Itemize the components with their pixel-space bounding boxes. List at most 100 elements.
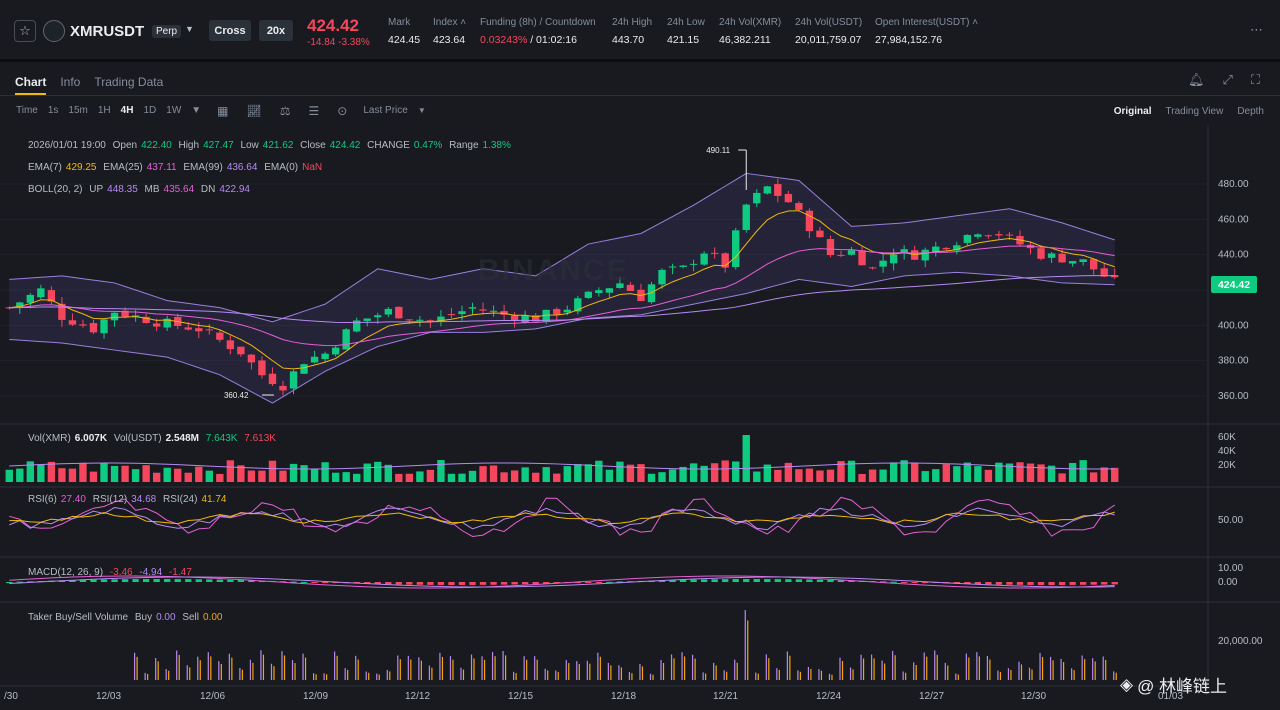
calendar-icon[interactable]: ▦ [217,103,229,118]
macd-histogram-bar [722,579,729,582]
volume-bar [363,463,371,482]
vol-usdt-value: 2.548M [165,433,199,444]
volume-bar [953,466,961,482]
volume-bar [868,469,877,482]
interval-dropdown-icon[interactable]: ▼ [191,105,202,116]
interval-1s[interactable]: 1s [47,105,59,116]
high-annotation-label: 490.11 [706,146,730,155]
candle-body [5,307,13,309]
volume-bar [26,461,35,482]
candle-body [47,290,56,302]
time-axis-label: 12/24 [816,691,841,702]
macd-line: MACD(12, 26, 9) -3.46 -4.94 -1.47 [28,567,196,578]
tab-info[interactable]: Info [60,75,81,89]
volume-bar [1089,472,1098,482]
macd-histogram-bar [595,582,603,583]
ema7-value: 429.25 [65,162,97,173]
volume-bar [1047,465,1056,482]
volume-line: Vol(XMR) 6.007K Vol(USDT) 2.548M 7.643K 7.… [28,433,280,444]
crosshair-icon[interactable]: ⊙ [337,103,348,118]
time-axis-label: 12/03 [96,691,121,702]
funding-countdown: / 01:02:16 [527,34,577,46]
taker-label: Taker Buy/Sell Volume [28,612,129,623]
view-original[interactable]: Original [1113,105,1152,117]
candle-body [237,346,245,355]
candle-body [205,329,213,331]
candle-body [258,360,266,376]
fullscreen-icon[interactable]: ⛶ [1250,72,1260,87]
volume-bar [426,469,435,482]
taker-buy-label: Buy [134,612,153,623]
macd-histogram-bar [532,582,539,584]
candle-body [1089,259,1098,270]
expand-icon[interactable]: ⤢ [1222,72,1233,87]
candle-body [247,354,256,363]
macd-histogram-bar [27,581,34,583]
indicator-icon[interactable]: 📈︎ [246,103,262,118]
macd-histogram-bar [1027,582,1034,585]
macd-histogram-bar [164,579,171,582]
chevron-down-icon[interactable]: ▼ [417,106,426,115]
symbol-name[interactable]: XMRUSDT [70,23,145,40]
price-source-select[interactable]: Last Price [363,105,408,116]
macd-axis-label: 10.00 [1218,563,1243,574]
volume-bar [5,469,13,482]
volume-bar [763,464,771,482]
volume-bar [384,464,392,482]
macd-histogram-bar [901,582,908,583]
volume-bar [142,465,150,482]
macd-histogram-bar [743,579,750,582]
candle-body [184,327,192,330]
settings-sliders-icon[interactable]: ☰ [308,103,320,118]
volume-axis-label: 60K [1218,432,1236,443]
bollinger-lower-line [9,271,1115,404]
view-trading-view[interactable]: Trading View [1165,105,1224,117]
candle-body [710,252,719,254]
interval-4h[interactable]: 4H [120,105,134,116]
boll-dn-value: 422.94 [219,184,250,195]
candle-body [826,239,835,256]
volume-bar [858,473,866,482]
tab-trading-data[interactable]: Trading Data [94,75,164,89]
candle-body [584,291,593,298]
candle-body [300,364,308,374]
volume-bar [89,471,98,482]
leverage-button[interactable]: 20x [259,20,293,41]
interval-1h[interactable]: 1H [97,105,111,116]
volume-bar [995,462,1003,482]
interval-1d[interactable]: 1D [143,105,157,116]
interval-time[interactable]: Time [16,105,38,116]
candle-body [374,315,382,318]
macd-histogram-bar [6,582,13,583]
more-options-icon[interactable]: ⋯ [1250,22,1264,37]
volume-bar [79,462,87,482]
macd-histogram-bar [1016,582,1024,585]
ohlc-close: 424.42 [329,140,361,151]
candle-body [142,316,150,324]
stat-value: 421.15 [667,34,700,46]
current-price-tag: 424.42 [1211,276,1257,293]
volume-bar [1058,473,1066,482]
margin-mode-button[interactable]: Cross [209,20,251,41]
candle-body [795,203,803,210]
interval-15m[interactable]: 15m [68,105,88,116]
tab-chart[interactable]: Chart [15,75,47,95]
stat-label[interactable]: Open Interest(USDT) ˄ [875,17,979,28]
macd-axis-label: 0.00 [1218,577,1238,588]
chevron-down-icon[interactable]: ▼ [185,24,194,34]
boll-label: BOLL(20, 2) [28,184,83,195]
macd-histogram-bar [922,582,929,583]
stat-label[interactable]: Index ˄ [433,17,467,28]
view-depth[interactable]: Depth [1237,105,1264,117]
boll-mb-value: 435.64 [163,184,195,195]
favorite-star-icon[interactable]: ☆ [14,20,36,42]
interval-1w[interactable]: 1W [166,105,182,116]
volume-bar [647,473,656,482]
candle-body [858,250,866,266]
macd-histogram-bar [690,579,697,582]
candle-type-icon[interactable]: ⚖︎ [279,103,291,118]
alert-bell-icon[interactable]: 🔔︎ [1187,72,1205,87]
taker-axis-label: 20,000.00 [1218,636,1263,647]
candle-body [689,263,698,265]
